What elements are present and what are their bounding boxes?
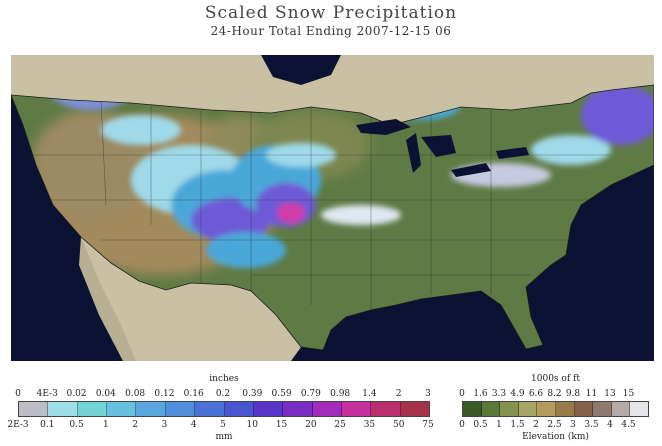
precip-tick-label: 50 — [392, 420, 405, 430]
precip-swatch — [19, 402, 49, 416]
elevation-swatch — [500, 402, 519, 416]
precip-tick-label: 0.12 — [154, 389, 175, 399]
precip-swatch — [165, 402, 196, 416]
canada-land — [11, 55, 654, 125]
elevation-tick-label: 0 — [459, 389, 465, 399]
precip-swatch — [400, 402, 430, 416]
precip-tick-label: 0 — [15, 389, 21, 399]
elevation-tick-label: 3.5 — [584, 420, 599, 430]
precip-tick-label: 4E-3 — [36, 389, 58, 399]
precip-tick-label: 3 — [425, 389, 431, 399]
precip-bottom-ticks: 2E-3 0.1 0.5 1 2 3 4 5 10 15 20 25 35 50 75 — [7, 420, 434, 432]
elevation-tick-label: 2.5 — [547, 420, 562, 430]
precip-tick-label: 1.4 — [362, 389, 377, 399]
elevation-tick-label: 4.9 — [510, 389, 525, 399]
elevation-tick-label: 4 — [607, 420, 613, 430]
precip-tick-label: 0.04 — [95, 389, 116, 399]
elevation-swatch — [630, 402, 648, 416]
precip-color-bar — [18, 401, 430, 417]
mexico-land — [81, 237, 301, 361]
elevation-top-unit: 1000s of ft — [531, 374, 580, 384]
elevation-color-bar — [462, 401, 649, 417]
elevation-top-ticks: 0 1.6 3.3 4.9 6.6 8.2 9.8 11 13 15 — [459, 389, 649, 401]
precip-tick-label: 2 — [395, 389, 402, 399]
precip-swatch — [253, 402, 284, 416]
precip-swatch — [283, 402, 313, 416]
great-lakes — [356, 119, 529, 177]
map-title: Scaled Snow Precipitation — [204, 3, 458, 23]
precip-tick-label: 0.39 — [242, 389, 263, 399]
elevation-tick-label: 8.2 — [547, 389, 562, 399]
elevation-swatch — [574, 402, 594, 416]
elevation-tick-label: 13 — [604, 389, 616, 399]
elevation-tick-label: 1 — [496, 420, 502, 430]
precip-tick-label: 0.02 — [66, 389, 87, 399]
elevation-swatch — [481, 402, 501, 416]
elevation-swatch — [593, 402, 612, 416]
precip-swatch — [341, 402, 372, 416]
precip-swatch — [224, 402, 254, 416]
elevation-tick-label: 0 — [459, 420, 465, 430]
precip-tick-label: 0.98 — [330, 389, 351, 399]
precip-tick-label: 0.08 — [125, 389, 146, 399]
precip-tick-label: 75 — [422, 420, 434, 430]
elevation-tick-label: 1.5 — [510, 420, 525, 430]
precip-swatch — [136, 402, 166, 416]
map-subtitle: 24-Hour Total Ending 2007-12-15 06 — [210, 24, 452, 38]
precip-tick-label: 1 — [102, 420, 109, 430]
elevation-tick-label: 6.6 — [528, 389, 544, 399]
precip-swatch — [371, 402, 401, 416]
precip-bottom-unit: mm — [215, 432, 233, 442]
elevation-swatch — [611, 402, 631, 416]
elevation-tick-label: 11 — [585, 389, 598, 399]
precip-top-ticks: 0 4E-3 0.02 0.04 0.08 0.12 0.16 0.2 0.39 0.59 0.79… — [15, 389, 431, 401]
precip-swatch — [107, 402, 137, 416]
precip-tick-label: 20 — [305, 420, 317, 430]
elevation-tick-label: 4.5 — [621, 420, 636, 430]
precip-tick-label: 3 — [161, 420, 168, 430]
precip-tick-label: 5 — [220, 420, 226, 430]
elevation-swatch — [463, 402, 482, 416]
precip-swatch — [77, 402, 108, 416]
snowfall-map — [11, 55, 654, 361]
precip-tick-label: 0.2 — [215, 389, 231, 399]
elevation-bottom-ticks: 0 0.5 1 1.5 2 2.5 3 3.5 4 4.5 — [459, 420, 649, 432]
elevation-swatch — [555, 402, 575, 416]
precip-tick-label: 0.5 — [69, 420, 84, 430]
precip-swatch — [195, 402, 225, 416]
elevation-tick-label: 9.8 — [565, 389, 581, 399]
precip-tick-label: 0.79 — [300, 389, 321, 399]
precip-tick-label: 2E-3 — [7, 420, 29, 430]
precip-tick-label: 35 — [363, 420, 376, 430]
precip-tick-label: 0.1 — [40, 420, 55, 430]
precip-tick-label: 25 — [334, 420, 346, 430]
precip-top-unit: inches — [209, 374, 239, 384]
precip-tick-label: 10 — [246, 420, 259, 430]
elevation-bottom-unit: Elevation (km) — [522, 432, 589, 442]
us-map-graphic — [11, 55, 654, 361]
baja — [79, 237, 136, 361]
hudson-bay — [261, 55, 341, 85]
elevation-tick-label: 0.5 — [473, 420, 488, 430]
precip-swatch — [48, 402, 78, 416]
precip-tick-label: 2 — [132, 420, 139, 430]
elevation-tick-label: 2 — [533, 420, 539, 430]
elevation-tick-label: 3.3 — [491, 389, 507, 399]
elevation-tick-label: 3 — [570, 420, 576, 430]
precip-tick-label: 4 — [190, 420, 197, 430]
precip-tick-label: 15 — [275, 420, 288, 430]
elevation-tick-label: 1.6 — [473, 389, 488, 399]
elevation-swatch — [537, 402, 556, 416]
precip-swatch — [312, 402, 342, 416]
precip-tick-label: 0.59 — [271, 389, 292, 399]
elevation-swatch — [518, 402, 538, 416]
elevation-tick-label: 15 — [622, 389, 635, 399]
precip-tick-label: 0.16 — [183, 389, 204, 399]
